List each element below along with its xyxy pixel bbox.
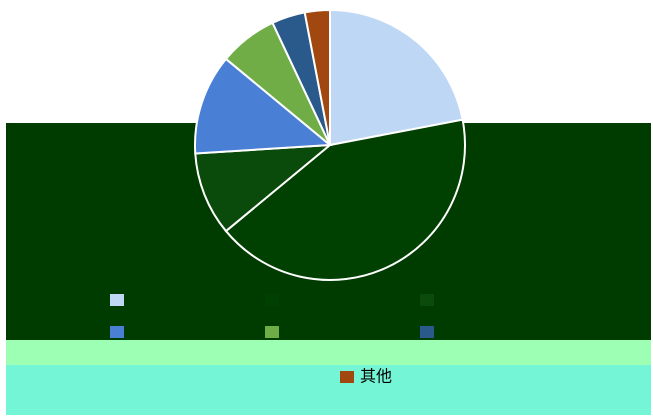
legend-label: 其他	[360, 367, 392, 386]
legend-swatch	[420, 326, 434, 338]
legend-swatch	[265, 294, 279, 306]
legend-swatch	[110, 294, 124, 306]
legend-swatch	[340, 371, 354, 383]
pie-slice	[329, 8, 464, 147]
pie	[194, 8, 466, 281]
pie-slice	[224, 118, 466, 281]
glitch-band	[6, 365, 651, 415]
legend-swatch	[420, 294, 434, 306]
legend: 其他	[110, 294, 434, 386]
pie-slice	[303, 8, 331, 146]
pie-slice	[194, 143, 334, 233]
legend-swatch	[110, 326, 124, 338]
pie-slice	[194, 57, 333, 155]
legend-swatch	[265, 326, 279, 338]
glitch-band	[6, 340, 651, 365]
